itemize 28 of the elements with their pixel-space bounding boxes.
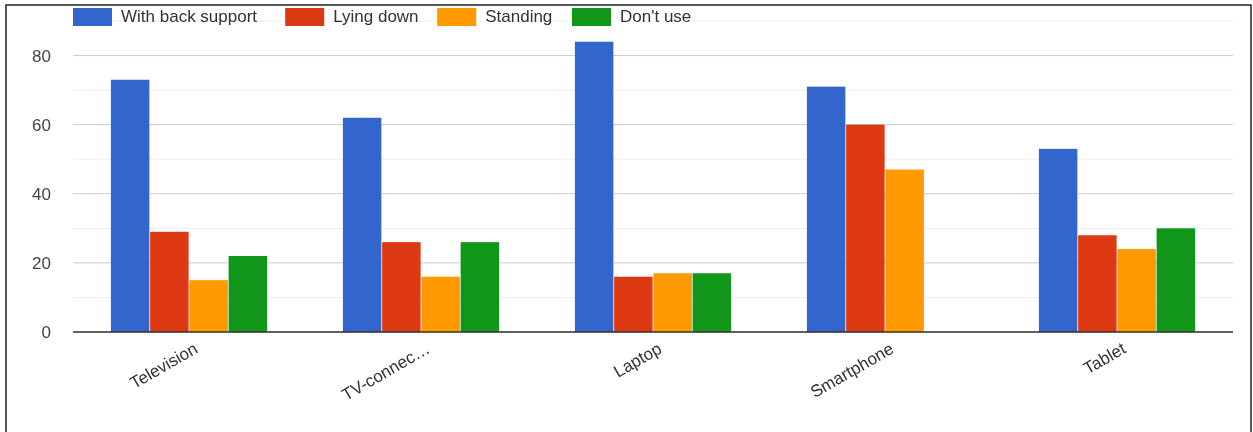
y-tick-label: 0 — [41, 322, 51, 342]
legend-label: Don't use — [620, 7, 692, 26]
bar — [806, 86, 846, 332]
bar — [342, 117, 382, 332]
bar — [846, 124, 885, 332]
bar — [1078, 235, 1117, 332]
bar — [110, 79, 150, 332]
bar — [421, 276, 460, 332]
legend-label: Lying down — [333, 7, 419, 26]
bar — [382, 242, 421, 332]
bar — [1117, 249, 1156, 332]
bar — [189, 280, 228, 332]
bar — [692, 273, 732, 332]
bar — [653, 273, 692, 332]
bar — [1156, 228, 1196, 332]
bar — [150, 231, 189, 332]
bar — [1038, 148, 1078, 332]
y-tick-label: 60 — [32, 115, 51, 135]
bar — [574, 41, 614, 332]
y-tick-label: 40 — [32, 184, 51, 204]
bar — [460, 242, 500, 332]
bar — [885, 169, 924, 332]
bar — [228, 255, 268, 332]
legend-label: With back support — [121, 7, 258, 26]
y-tick-label: 20 — [32, 253, 51, 273]
legend-label: Standing — [485, 7, 553, 26]
y-tick-label: 80 — [32, 46, 51, 66]
bar — [614, 276, 653, 332]
